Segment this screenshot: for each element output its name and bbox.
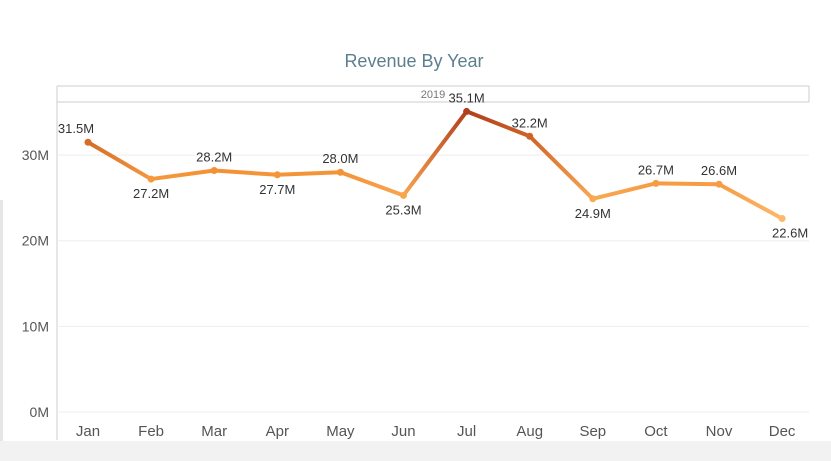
line-segment [338,170,406,198]
data-label: 35.1M [449,90,485,105]
left-edge-bar [0,200,3,461]
y-tick-label: 20M [22,233,49,249]
x-tick-label: Nov [706,423,733,440]
data-label: 28.2M [196,150,232,165]
x-tick-label: Feb [138,423,164,440]
gridlines [57,154,809,413]
y-tick-label: 30M [22,147,49,163]
data-label: 25.3M [385,202,421,217]
data-point[interactable] [778,214,786,222]
x-tick-label: Oct [644,423,668,440]
data-label: 27.2M [133,186,169,201]
data-point[interactable] [273,171,281,179]
line-segment [464,109,532,139]
x-tick-labels: Jan Feb Mar Apr May Jun Jul Aug Sep Oct Nov Dec [76,423,796,440]
series-line [86,109,785,221]
x-tick-label: Apr [266,423,289,440]
line-segment [212,168,280,177]
data-label: 22.6M [772,225,808,240]
x-tick-label: Aug [516,423,543,440]
data-point[interactable] [84,138,92,146]
data-point[interactable] [589,195,597,203]
x-tick-label: Jun [391,423,415,440]
data-point[interactable] [336,168,344,176]
line-segment [401,109,469,198]
bottom-band [0,441,831,461]
x-tick-label: May [326,423,355,440]
line-segment [86,140,154,182]
data-points [84,107,786,222]
data-label: 26.6M [701,163,737,178]
x-tick-label: Jul [457,423,476,440]
data-point[interactable] [147,175,155,183]
line-segment [590,181,658,201]
data-label: 26.7M [638,162,674,177]
y-tick-labels: 0M 10M 20M 30M [22,147,49,420]
data-label: 27.7M [259,182,295,197]
data-label: 32.2M [512,115,548,130]
x-tick-label: Sep [579,423,606,440]
line-segment [653,181,721,187]
x-tick-label: Dec [769,423,796,440]
x-tick-label: Jan [76,423,100,440]
data-point[interactable] [715,180,723,188]
data-label: 31.5M [58,121,94,136]
line-segment [527,134,595,201]
line-segment [717,182,785,221]
data-point[interactable] [463,107,471,115]
chart-title: Revenue By Year [344,51,483,71]
data-labels: 31.5M 27.2M 28.2M 27.7M 28.0M 25.3M 35.1M 32.2M… [58,90,808,240]
data-label: 24.9M [575,206,611,221]
data-point[interactable] [526,132,534,140]
y-tick-label: 10M [22,318,49,334]
line-segment [275,170,343,177]
line-segment [149,168,217,182]
data-point[interactable] [400,191,407,199]
x-tick-label: Mar [201,423,227,440]
data-label: 28.0M [322,151,358,166]
y-tick-label: 0M [30,404,49,420]
data-point[interactable] [210,167,218,175]
data-point[interactable] [652,179,660,187]
panel-header-year: 2019 [421,89,445,101]
